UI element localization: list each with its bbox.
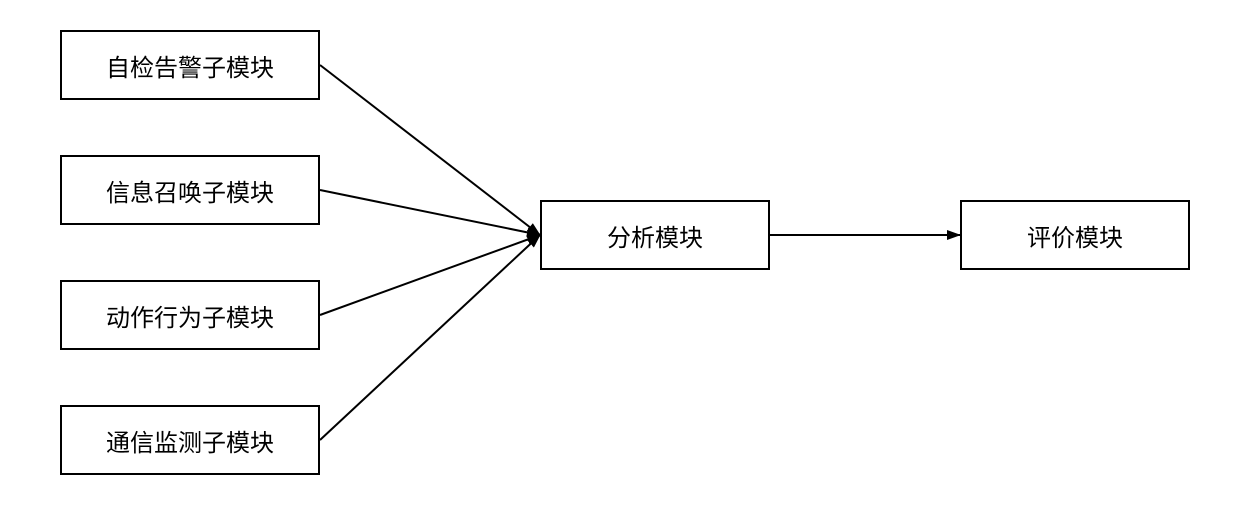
node-n4: 通信监测子模块: [60, 405, 320, 475]
node-label: 信息召唤子模块: [106, 173, 274, 208]
edge-n4-n5: [320, 235, 540, 440]
node-n3: 动作行为子模块: [60, 280, 320, 350]
edge-n2-n5: [320, 190, 540, 235]
edge-n1-n5: [320, 65, 540, 235]
diagram-stage: 自检告警子模块信息召唤子模块动作行为子模块通信监测子模块 分析模块 评价模块: [0, 0, 1240, 521]
node-n1: 自检告警子模块: [60, 30, 320, 100]
node-label: 分析模块: [607, 218, 703, 253]
node-n6: 评价模块: [960, 200, 1190, 270]
node-label: 动作行为子模块: [106, 298, 274, 333]
node-label: 通信监测子模块: [106, 423, 274, 458]
node-label: 自检告警子模块: [106, 48, 274, 83]
node-n5: 分析模块: [540, 200, 770, 270]
node-n2: 信息召唤子模块: [60, 155, 320, 225]
node-label: 评价模块: [1027, 218, 1123, 253]
edge-n3-n5: [320, 235, 540, 315]
